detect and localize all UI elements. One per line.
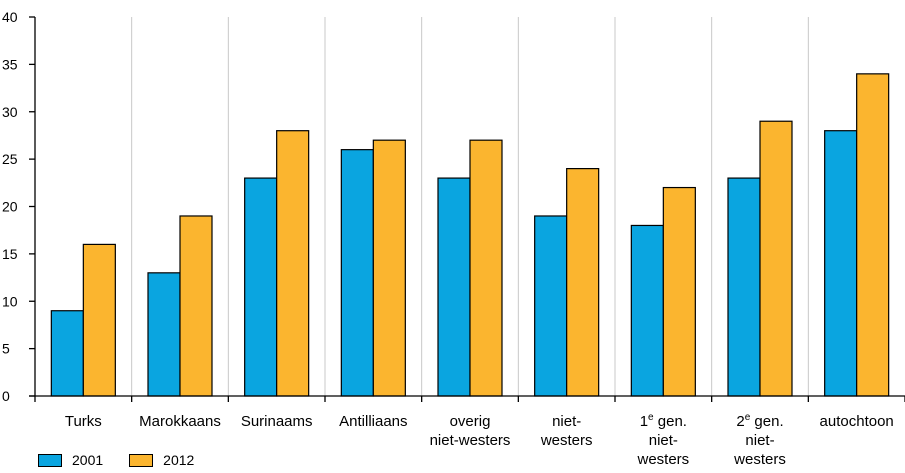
bar-2012 [856, 73, 890, 397]
legend-item-2001: 2001 [38, 452, 103, 468]
bar-2001 [340, 149, 374, 397]
legend-label-2012: 2012 [163, 452, 195, 468]
gridlines [131, 17, 809, 396]
bar-2001 [630, 224, 664, 397]
bar-2001 [50, 310, 84, 397]
y-tick-label: 20 [2, 199, 18, 215]
y-tick-labels: 0 5 10 15 20 25 30 35 40 [2, 9, 18, 404]
bar-2012 [276, 130, 310, 397]
legend-item-2012: 2012 [129, 452, 194, 468]
bar-2001 [824, 130, 858, 397]
bar-2001 [437, 177, 471, 397]
bar-2001 [534, 215, 568, 397]
category-label: overig niet-westers [430, 413, 511, 449]
legend-label-2001: 2001 [72, 452, 104, 468]
legend-swatch-2001 [38, 453, 62, 467]
bar-2012 [566, 168, 600, 397]
bar-2012 [372, 139, 406, 397]
y-tick-label: 5 [2, 341, 10, 357]
y-tick-label: 0 [2, 388, 10, 404]
category-label: Turks [65, 413, 102, 430]
bar-2012 [759, 120, 793, 397]
category-label: niet-westers [540, 413, 593, 449]
x-category-labels: Turks Marokkaans Surinaams Antilliaans overi… [65, 412, 894, 468]
bar-2001 [244, 177, 278, 397]
legend: 2001 2012 [38, 452, 194, 468]
bar-2012 [469, 139, 503, 397]
category-label: Marokkaans [139, 413, 221, 430]
legend-swatch-2012 [129, 453, 154, 467]
bar-2001 [147, 272, 181, 397]
bars [50, 73, 890, 397]
bar-2012 [82, 243, 116, 397]
y-tick-label: 10 [2, 293, 18, 309]
bar-2012 [179, 215, 213, 397]
y-tick-label: 30 [2, 104, 18, 120]
category-label: 2e gen. niet-westers [733, 412, 786, 468]
y-tick-label: 15 [2, 246, 18, 262]
bar-2001 [727, 177, 761, 397]
y-tick-label: 40 [2, 9, 18, 25]
category-label: Surinaams [241, 413, 313, 430]
bar-2012 [662, 186, 696, 397]
y-tick-label: 25 [2, 151, 18, 167]
category-label: Antilliaans [339, 413, 407, 430]
category-label: autochtoon [820, 413, 894, 430]
y-tick-label: 35 [2, 56, 18, 72]
axes [29, 16, 905, 402]
category-label: 1e gen. niet-westers [636, 412, 689, 468]
